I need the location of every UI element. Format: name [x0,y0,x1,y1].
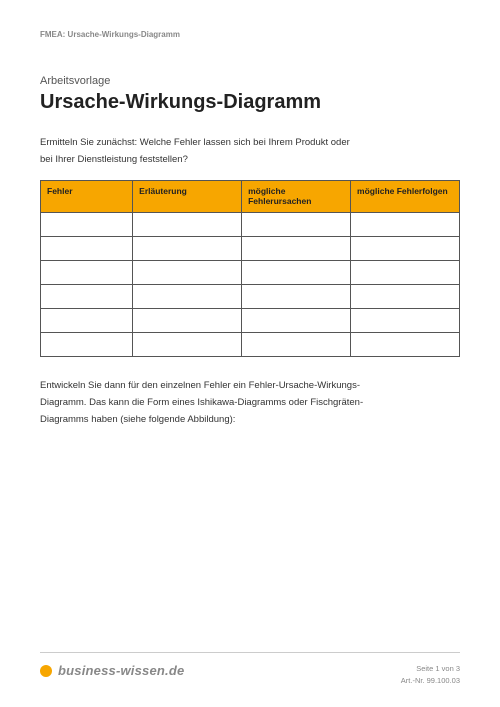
outro-line: Diagramm. Das kann die Form eines Ishika… [40,397,363,408]
doc-pretitle: Arbeitsvorlage [40,75,460,87]
table-cell [41,212,133,236]
table-header-row: Fehler Erläuterung mögliche Fehlerursach… [41,181,460,212]
table-cell [133,308,242,332]
table-cell [133,260,242,284]
table-cell [133,284,242,308]
doc-header-meta: FMEA: Ursache-Wirkungs-Diagramm [40,30,460,39]
outro-line: Entwickeln Sie dann für den einzelnen Fe… [40,380,360,391]
table-cell [41,332,133,356]
table-cell [133,332,242,356]
col-ursachen: mögliche Fehlerursachen [242,181,351,212]
table-cell [242,332,351,356]
article-number: Art.-Nr. 99.100.03 [401,675,460,687]
col-folgen: mögliche Fehlerfolgen [351,181,460,212]
table-body [41,212,460,356]
table-cell [242,260,351,284]
col-erlaeuterung: Erläuterung [133,181,242,212]
table-row [41,308,460,332]
table-cell [133,236,242,260]
table-row [41,212,460,236]
brand-dot-icon [40,665,52,677]
outro-text: Entwickeln Sie dann für den einzelnen Fe… [40,377,400,428]
page-number: Seite 1 von 3 [401,663,460,675]
footer-meta: Seite 1 von 3 Art.-Nr. 99.100.03 [401,663,460,687]
intro-line: bei Ihrer Dienstleistung feststellen? [40,154,188,165]
table-cell [242,212,351,236]
table-cell [133,212,242,236]
table-cell [351,212,460,236]
intro-text: Ermitteln Sie zunächst: Welche Fehler la… [40,134,380,168]
table-cell [242,284,351,308]
table-row [41,260,460,284]
table-cell [351,308,460,332]
table-row [41,236,460,260]
table-cell [242,308,351,332]
brand-text: business-wissen.de [58,663,184,678]
table-cell [41,236,133,260]
table-cell [351,236,460,260]
col-fehler: Fehler [41,181,133,212]
outro-line: Diagramms haben (siehe folgende Abbildun… [40,414,235,425]
table-cell [41,284,133,308]
page-footer: business-wissen.de Seite 1 von 3 Art.-Nr… [40,652,460,687]
table-row [41,284,460,308]
table-cell [41,308,133,332]
errors-table: Fehler Erläuterung mögliche Fehlerursach… [40,180,460,356]
table-cell [351,284,460,308]
table-cell [351,332,460,356]
brand: business-wissen.de [40,663,184,678]
table-cell [351,260,460,284]
doc-title: Ursache-Wirkungs-Diagramm [40,91,460,114]
table-cell [242,236,351,260]
table-cell [41,260,133,284]
table-row [41,332,460,356]
intro-line: Ermitteln Sie zunächst: Welche Fehler la… [40,137,350,148]
